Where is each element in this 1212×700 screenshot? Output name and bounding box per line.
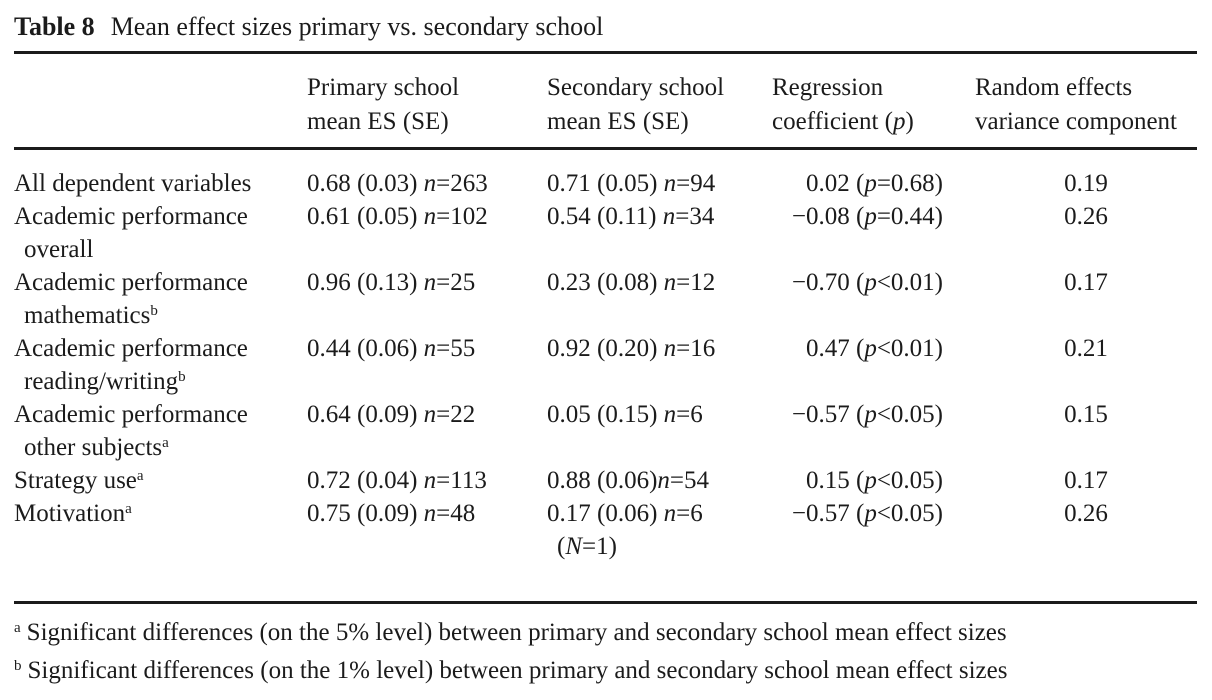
cell-regression: −0.70 (p<0.01) — [791, 269, 943, 296]
cell-row-label: Academic performance overall — [14, 203, 248, 263]
effects-table: Primary school mean ES (SE) Secondary sc… — [14, 51, 1197, 604]
footnote-a: a Significant differences (on the 5% leve… — [14, 614, 1197, 652]
cell-regression: −0.57 (p<0.05) — [791, 500, 943, 527]
header-random-line1: Random effects — [975, 74, 1133, 101]
cell-secondary-es: 0.05 (0.15) n=6 — [547, 401, 703, 428]
cell-variance: 0.21 — [1064, 335, 1108, 362]
table-row: Strategy usea 0.72 (0.04) n=113 0.88 (0.… — [14, 464, 1197, 497]
cell-secondary-es: 0.88 (0.06)n=54 — [547, 467, 710, 494]
table-body: All dependent variables 0.68 (0.03) n=26… — [14, 149, 1197, 603]
cell-secondary-note: (N=1) — [557, 533, 617, 560]
cell-secondary-es: 0.23 (0.08) n=12 — [547, 269, 716, 296]
cell-row-label: Academic performance reading/writingb — [14, 335, 248, 395]
cell-row-label: Strategy usea — [14, 467, 144, 494]
header-regression-line2: coefficient (p) — [772, 108, 914, 135]
table-row: Academic performance reading/writingb 0.… — [14, 332, 1197, 398]
cell-regression: 0.02 (p=0.68) — [805, 170, 943, 197]
table-row: Academic performance other subjectsa 0.6… — [14, 398, 1197, 464]
cell-variance: 0.19 — [1064, 170, 1108, 197]
table-footnotes: a Significant differences (on the 5% leve… — [14, 614, 1197, 690]
table-row: Academic performance mathematicsb 0.96 (… — [14, 266, 1197, 332]
table-header: Primary school mean ES (SE) Secondary sc… — [14, 53, 1197, 149]
cell-primary-es: 0.75 (0.09) n=48 — [307, 500, 476, 527]
cell-secondary-es: 0.17 (0.06) n=6 (N=1) — [547, 497, 772, 603]
header-random-effects: Random effects variance component — [975, 53, 1197, 149]
cell-variance: 0.26 — [1064, 203, 1108, 230]
header-regression-line1: Regression — [772, 74, 884, 101]
cell-regression: 0.47 (p<0.01) — [805, 335, 943, 362]
table-row: Motivationa 0.75 (0.09) n=48 0.17 (0.06)… — [14, 497, 1197, 603]
cell-variance: 0.15 — [1064, 401, 1108, 428]
cell-regression: −0.08 (p=0.44) — [791, 203, 943, 230]
table-title-text: Mean effect sizes primary vs. secondary … — [110, 12, 604, 41]
cell-primary-es: 0.44 (0.06) n=55 — [307, 335, 476, 362]
cell-primary-es: 0.72 (0.04) n=113 — [307, 467, 487, 494]
footnote-b-text: Significant differences (on the 1% level… — [27, 657, 1008, 684]
cell-primary-es: 0.61 (0.05) n=102 — [307, 203, 488, 230]
cell-row-label: All dependent variables — [14, 170, 252, 197]
header-regression: Regression coefficient (p) — [772, 53, 975, 149]
cell-regression: −0.57 (p<0.05) — [791, 401, 943, 428]
header-primary-line2: mean ES (SE) — [307, 108, 449, 135]
table-caption: Table 8 Mean effect sizes primary vs. sec… — [14, 10, 1197, 44]
cell-regression: 0.15 (p<0.05) — [805, 467, 943, 494]
footnote-a-text: Significant differences (on the 5% level… — [26, 619, 1007, 646]
header-secondary-line1: Secondary school — [547, 74, 725, 101]
cell-secondary-es: 0.54 (0.11) n=34 — [547, 203, 715, 230]
cell-primary-es: 0.96 (0.13) n=25 — [307, 269, 476, 296]
header-primary-school: Primary school mean ES (SE) — [307, 53, 547, 149]
footnote-b: b Significant differences (on the 1% leve… — [14, 652, 1197, 690]
header-secondary-school: Secondary school mean ES (SE) — [547, 53, 772, 149]
header-variables — [14, 53, 307, 149]
header-secondary-line2: mean ES (SE) — [547, 108, 689, 135]
cell-variance: 0.26 — [1064, 500, 1108, 527]
cell-row-label: Academic performance other subjectsa — [14, 401, 248, 461]
cell-variance: 0.17 — [1064, 467, 1108, 494]
cell-secondary-es: 0.92 (0.20) n=16 — [547, 335, 716, 362]
cell-secondary-es: 0.71 (0.05) n=94 — [547, 170, 716, 197]
footnote-a-marker: a — [14, 619, 21, 636]
cell-primary-es: 0.68 (0.03) n=263 — [307, 170, 488, 197]
table-row: All dependent variables 0.68 (0.03) n=26… — [14, 149, 1197, 201]
table-number: Table 8 — [14, 12, 95, 41]
footnote-b-marker: b — [14, 657, 22, 674]
cell-primary-es: 0.64 (0.09) n=22 — [307, 401, 476, 428]
header-row: Primary school mean ES (SE) Secondary sc… — [14, 53, 1197, 149]
table-row: Academic performance overall 0.61 (0.05)… — [14, 200, 1197, 266]
header-primary-line1: Primary school — [307, 74, 460, 101]
header-random-line2: variance component — [975, 108, 1177, 135]
cell-row-label: Motivationa — [14, 500, 132, 527]
cell-variance: 0.17 — [1064, 269, 1108, 296]
cell-row-label: Academic performance mathematicsb — [14, 269, 248, 329]
